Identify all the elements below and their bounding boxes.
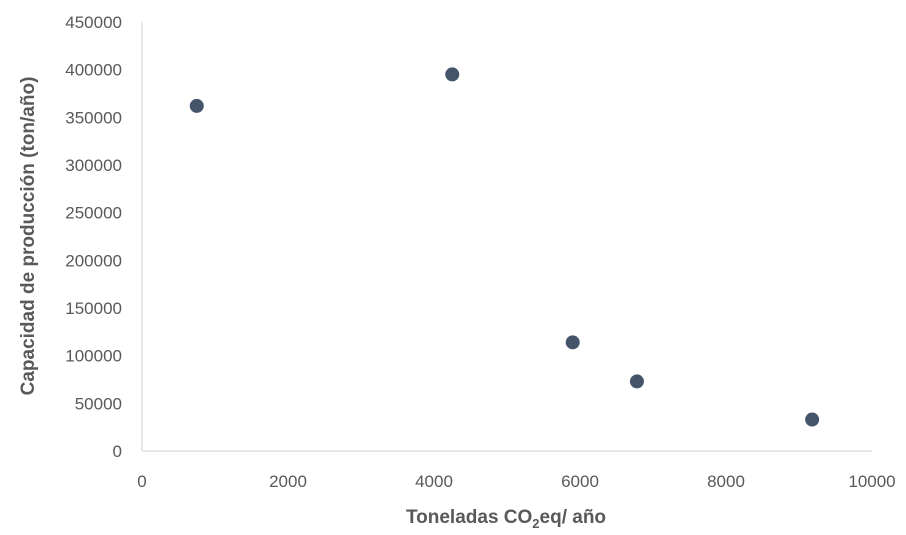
y-tick-label: 100000 — [65, 347, 122, 366]
y-tick-label: 350000 — [65, 108, 122, 127]
data-points — [189, 67, 820, 427]
x-tick-label: 0 — [137, 472, 146, 491]
data-point — [629, 374, 644, 389]
y-tick-label: 300000 — [65, 156, 122, 175]
data-point — [565, 335, 580, 350]
y-axis-title: Capacidad de producción (ton/año) — [18, 77, 39, 396]
x-tick-label: 2000 — [269, 472, 307, 491]
y-tick-label: 200000 — [65, 251, 122, 270]
data-point — [445, 67, 460, 82]
x-tick-label: 4000 — [415, 472, 453, 491]
y-tick-label: 250000 — [65, 204, 122, 223]
y-tick-label: 450000 — [65, 13, 122, 32]
x-tick-labels: 0 2000 4000 6000 8000 10000 — [137, 472, 895, 491]
y-tick-label: 150000 — [65, 299, 122, 318]
x-tick-label: 10000 — [848, 472, 895, 491]
x-tick-label: 8000 — [707, 472, 745, 491]
y-tick-label: 50000 — [75, 394, 122, 413]
y-tick-label: 0 — [113, 442, 122, 461]
y-tick-labels: 0 50000 100000 150000 200000 250000 300000 3500… — [65, 13, 122, 461]
x-tick-label: 6000 — [561, 472, 599, 491]
data-point — [189, 98, 204, 113]
data-point — [805, 412, 820, 427]
axes — [141, 22, 872, 452]
x-axis-title: Toneladas CO2eq/ año — [406, 507, 606, 531]
y-tick-label: 400000 — [65, 61, 122, 80]
